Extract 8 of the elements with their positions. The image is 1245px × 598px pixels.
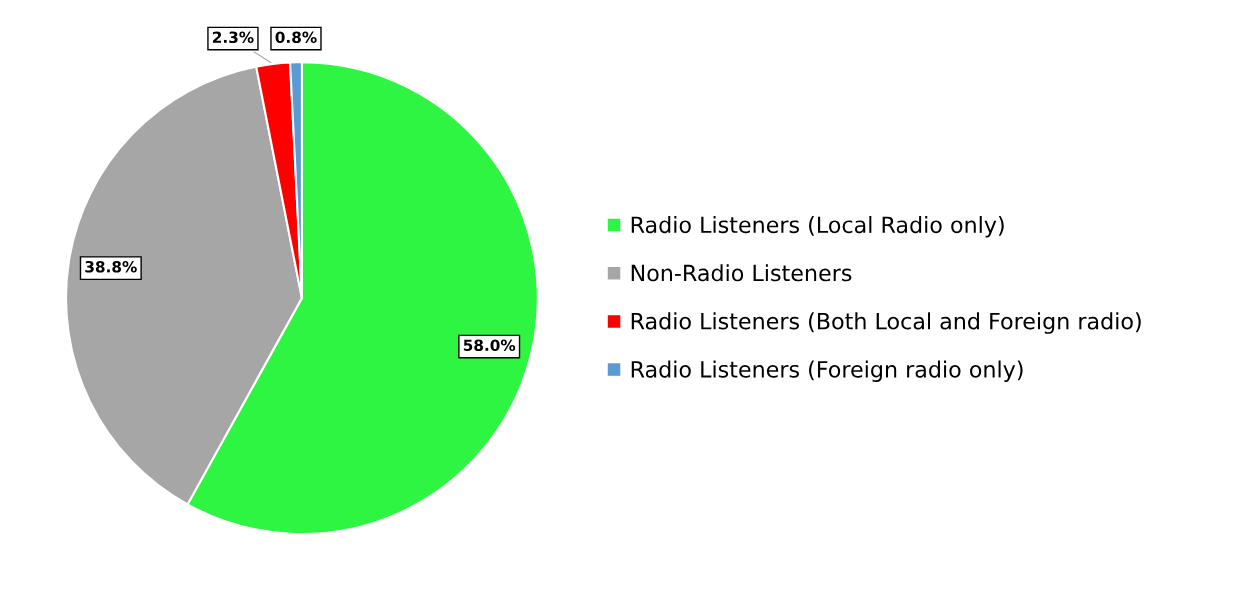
legend-label: Radio Listeners (Both Local and Foreign radio) [631, 312, 1141, 334]
data-label: 38.8% [85, 260, 137, 273]
legend-label: Non-Radio Listeners [631, 264, 852, 282]
data-label: 0.8% [275, 31, 317, 44]
legend-label: Radio Listeners (Foreign radio only) [631, 360, 1023, 383]
data-label: 2.3% [212, 31, 254, 44]
legend-label: Radio Listeners (Local Radio only) [631, 215, 1004, 238]
data-label: 58.0% [463, 339, 516, 351]
